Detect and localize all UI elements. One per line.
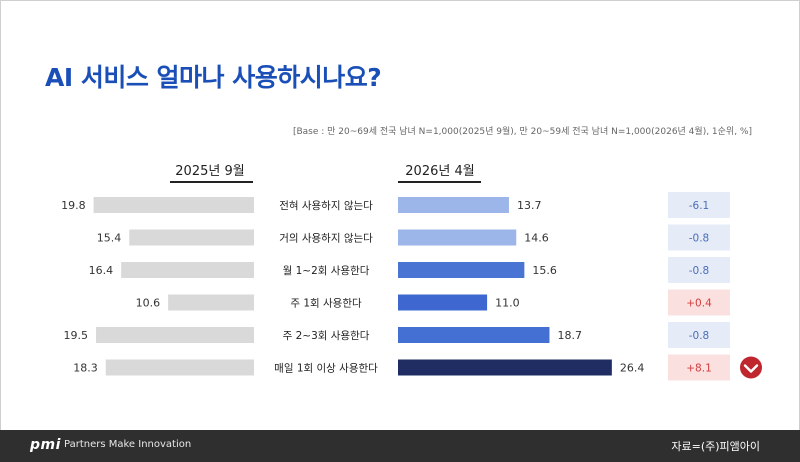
period-label-right: 2026년 4월 [405,164,475,179]
bar-2025-2 [129,229,254,246]
bar-2026-1 [398,197,509,213]
bar-2025-1 [93,197,255,213]
footer-bar: pmi Partners Make Innovation 자료=(주)피앰아이 [0,430,800,462]
category-label-3: 월 1~2회 사용한다 [283,265,370,277]
butterfly-bar-chart: 19.8 전혀 사용하지 않는다 13.7 -6.1 15.4 거의 사용하지 않는다 14… [61,192,762,381]
difference-label-3: -0.8 [689,265,710,277]
chevron-down-icon [743,364,759,373]
value-label-2026-2: 14.6 [524,232,549,245]
value-label-2026-6: 26.4 [620,362,645,375]
category-label-4: 주 1회 사용한다 [290,298,362,310]
difference-label-4: +0.4 [686,298,712,310]
bar-2025-5 [96,327,254,343]
period-underline-right [398,181,481,183]
page-title: AI 서비스 얼마나 사용하시나요? [45,63,382,92]
pmi-logo: pmi [30,437,61,453]
category-label-2: 거의 사용하지 않는다 [279,232,373,245]
base-note: [Base : 만 20~69세 전국 남녀 N=1,000(2025년 9월)… [292,127,752,137]
value-label-2026-4: 11.0 [495,297,519,310]
value-label-2026-1: 13.7 [517,199,542,212]
difference-box-1 [668,192,730,218]
difference-box-5 [668,322,730,348]
difference-box-6 [668,354,730,381]
chevron-down-circle-icon [740,356,762,379]
value-label-2026-5: 18.7 [557,329,582,342]
bar-2026-3 [398,262,525,278]
value-label-2025-5: 19.5 [64,329,89,342]
footer-tagline: Partners Make Innovation [64,439,192,450]
source-note: 자료=(주)피앰아이 [671,440,760,453]
difference-box-3 [668,257,730,283]
value-label-2025-4: 10.6 [136,297,161,310]
difference-box-4 [668,289,730,316]
category-label-1: 전혀 사용하지 않는다 [279,199,373,212]
difference-label-2: -0.8 [689,233,710,245]
value-label-2025-3: 16.4 [89,264,114,277]
period-underline-left [170,181,253,183]
value-label-2025-6: 18.3 [73,362,98,375]
bar-2026-4 [398,294,488,311]
difference-label-6: +8.1 [686,363,712,375]
difference-label-5: -0.8 [689,330,710,342]
bar-2026-5 [398,327,550,343]
bar-2026-6 [398,359,612,376]
bar-2026-2 [398,229,517,246]
bar-2025-4 [168,294,254,311]
difference-label-1: -6.1 [689,200,710,212]
bar-2025-3 [121,262,254,278]
bar-2025-6 [105,359,255,376]
category-label-6: 매일 1회 이상 사용한다 [274,362,378,375]
value-label-2025-2: 15.4 [97,232,122,245]
difference-box-2 [668,224,730,251]
period-label-left: 2025년 9월 [175,164,245,179]
value-label-2025-1: 19.8 [61,199,86,212]
category-label-5: 주 2~3회 사용한다 [283,330,370,342]
value-label-2026-3: 15.6 [532,264,557,277]
